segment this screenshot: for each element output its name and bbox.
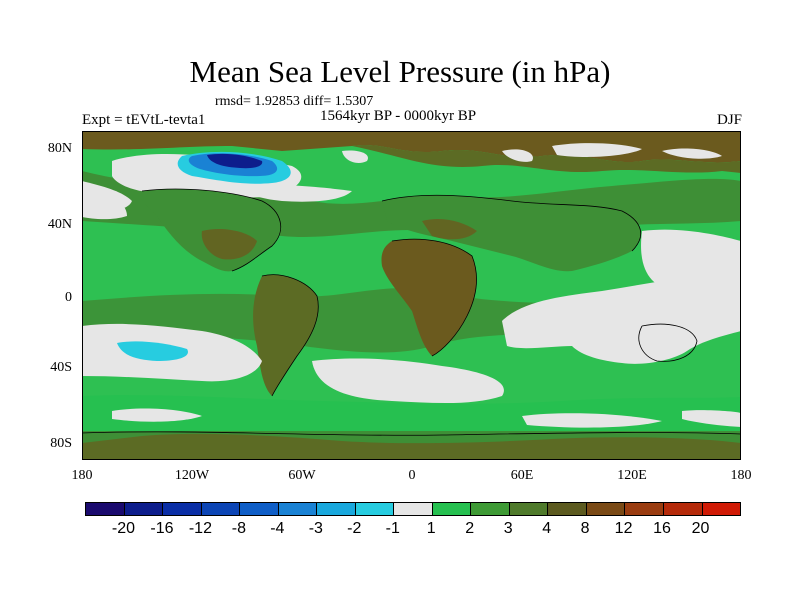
eurasia-brown bbox=[422, 219, 477, 240]
chart-title: Mean Sea Level Pressure (in hPa) bbox=[189, 54, 611, 89]
experiment-label: Expt = tEVtL-tevta1 bbox=[82, 112, 206, 128]
period-subtitle: 1564kyr BP - 0000kyr BP bbox=[320, 108, 477, 124]
colorbar-box bbox=[471, 503, 510, 515]
lat-label: 0 bbox=[65, 290, 72, 305]
season-label: DJF bbox=[716, 112, 742, 128]
lon-label: 180 bbox=[71, 468, 93, 483]
southern-grey-patch bbox=[682, 410, 741, 427]
lon-label: 60W bbox=[288, 468, 316, 483]
eurasia-land bbox=[382, 195, 641, 272]
lon-label: 120W bbox=[174, 468, 210, 483]
lon-label: 180 bbox=[730, 468, 752, 483]
colorbar-label: 20 bbox=[691, 520, 710, 537]
south-atlantic-grey bbox=[312, 358, 504, 404]
lon-label: 120E bbox=[617, 468, 647, 483]
arctic-grey-region bbox=[662, 148, 722, 159]
colorbar bbox=[85, 502, 741, 516]
southern-grey-patch bbox=[112, 408, 202, 422]
colorbar-box bbox=[663, 503, 703, 515]
colorbar-label: 4 bbox=[542, 520, 552, 537]
colorbar-label: 1 bbox=[426, 520, 436, 537]
arctic-grey-region bbox=[552, 143, 642, 157]
colorbar-box bbox=[702, 503, 741, 515]
colorbar-label: -1 bbox=[385, 520, 400, 537]
colorbar-box bbox=[163, 503, 202, 515]
stats-subtitle: rmsd= 1.92853 diff= 1.5307 bbox=[215, 94, 374, 109]
southern-grey-patch bbox=[522, 413, 662, 428]
colorbar-box bbox=[548, 503, 587, 515]
colorbar-label: 12 bbox=[614, 520, 633, 537]
colorbar-label: 8 bbox=[580, 520, 590, 537]
colorbar-label: -2 bbox=[347, 520, 362, 537]
colorbar-box bbox=[240, 503, 279, 515]
colorbar-label: -3 bbox=[308, 520, 323, 537]
grey-region bbox=[82, 191, 127, 220]
colorbar-label: 3 bbox=[503, 520, 513, 537]
arctic-grey-region bbox=[342, 150, 368, 163]
south-pacific-low bbox=[117, 341, 188, 361]
africa-land bbox=[381, 239, 477, 356]
arctic-olive-region bbox=[352, 144, 741, 173]
colorbar-box bbox=[432, 503, 472, 515]
colorbar-box bbox=[509, 503, 549, 515]
colorbar-label: 16 bbox=[653, 520, 671, 537]
map-plot bbox=[82, 131, 741, 460]
colorbar-box bbox=[124, 503, 164, 515]
north-america-brown bbox=[201, 229, 257, 260]
lat-label: 40S bbox=[50, 360, 72, 375]
coastline bbox=[82, 188, 741, 436]
lon-label: 60E bbox=[510, 468, 534, 483]
colorbar-box bbox=[278, 503, 318, 515]
arctic-low-pressure bbox=[207, 153, 263, 169]
colorbar-box bbox=[355, 503, 395, 515]
colorbar-label: -8 bbox=[231, 520, 246, 537]
lat-label: 40N bbox=[47, 217, 72, 232]
arctic-grey-region bbox=[502, 149, 533, 162]
lon-label: 0 bbox=[408, 468, 416, 483]
colorbar-box bbox=[586, 503, 626, 515]
antarctica-brown bbox=[82, 433, 741, 460]
map-border bbox=[82, 131, 741, 460]
colorbar-box bbox=[86, 503, 125, 515]
colorbar-label: -20 bbox=[111, 520, 136, 537]
indian-ocean-grey bbox=[502, 273, 741, 364]
colorbar-box bbox=[394, 503, 433, 515]
colorbar-label: -16 bbox=[150, 520, 174, 537]
colorbar-box bbox=[201, 503, 241, 515]
colorbar-box bbox=[625, 503, 664, 515]
grey-region bbox=[242, 184, 352, 202]
lat-label: 80N bbox=[47, 141, 72, 156]
colorbar-label: 2 bbox=[465, 520, 475, 537]
colorbar-label: -4 bbox=[270, 520, 285, 537]
lat-label: 80S bbox=[50, 436, 72, 451]
colorbar-box bbox=[317, 503, 356, 515]
colorbar-label: -12 bbox=[188, 520, 212, 537]
south-america-land bbox=[253, 274, 319, 396]
